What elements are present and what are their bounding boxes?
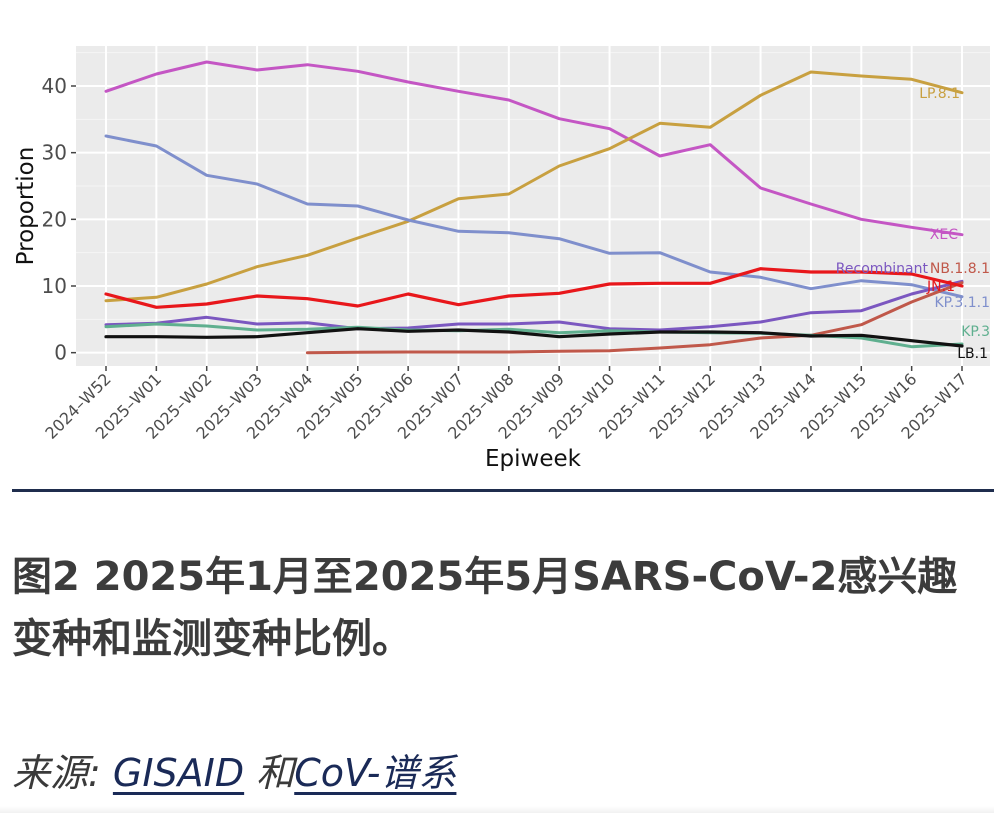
x-axis-title: Epiweek (485, 446, 582, 472)
series-end-label: LB.1 (957, 346, 988, 362)
y-axis-title: Proportion (13, 147, 39, 266)
variant-proportion-chart: 0 10 20 30 40 2024–W52 2025–W01 2025–W02 2025–W0… (13, 46, 990, 472)
y-tick-label: 20 (42, 207, 67, 231)
source-prefix: 来源: (12, 751, 113, 795)
source-line: 来源: GISAID 和CoV-谱系 (12, 742, 982, 797)
y-tick-label: 10 (42, 274, 67, 298)
series-line-jn-1 (104, 267, 964, 309)
source-middle: 和 (244, 751, 295, 795)
series-line-nb-1-8-1 (305, 281, 964, 355)
series-end-label: XEC (930, 227, 958, 243)
series-end-label: Recombinant (836, 261, 929, 277)
gisaid-link[interactable]: GISAID (112, 751, 245, 795)
bottom-edge (0, 806, 994, 813)
y-tick-label: 40 (42, 74, 67, 98)
series-line-recombinant (104, 279, 964, 332)
series-line-xec (104, 60, 964, 237)
series-line-kp-3-1-1 (104, 134, 964, 299)
section-divider (12, 489, 994, 492)
series-end-label: KP.3 (961, 324, 990, 340)
figure-caption: 图2 2025年1月至2025年5月SARS-CoV-2感兴趣变种和监测变种比例… (12, 554, 958, 662)
series-end-label: NB.1.8.1 (930, 261, 990, 277)
chart-svg: 0102030402024–W522025–W012025–W022025–W0… (13, 46, 990, 472)
y-tick-label: 0 (54, 341, 67, 365)
series-end-label: KP.3.1.1 (934, 295, 990, 311)
y-tick-label: 30 (42, 141, 67, 165)
series-end-label: LP.8.1 (919, 86, 960, 102)
cov-lineages-link[interactable]: CoV-谱系 (294, 751, 457, 795)
series-line-lp-8-1 (104, 70, 964, 303)
series-end-label: JN.1 (926, 279, 955, 295)
series-line-lb-1 (104, 327, 964, 348)
